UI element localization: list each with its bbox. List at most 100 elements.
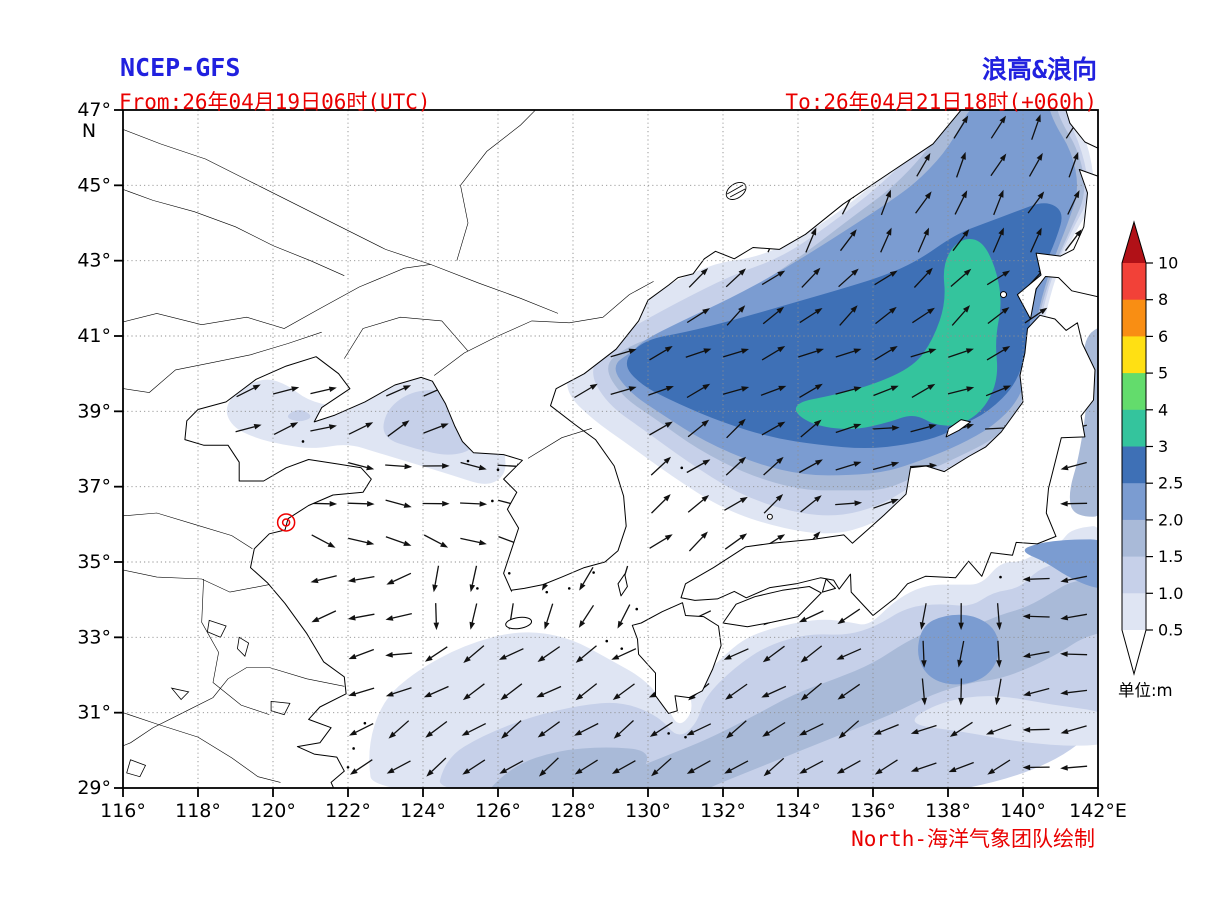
land-awaji — [821, 578, 836, 593]
lake — [270, 700, 291, 716]
colorbar-tick-label: 1.0 — [1158, 584, 1183, 603]
lat-tick-label: 35° — [77, 551, 111, 573]
grid-lines — [123, 110, 1098, 788]
small-island — [605, 639, 609, 643]
small-island — [592, 571, 595, 574]
lon-tick-label: 136° — [850, 800, 896, 822]
colorbar-band — [1122, 519, 1146, 558]
colorbar-over-arrow — [1122, 222, 1146, 263]
lat-tick-label: 37° — [77, 476, 111, 498]
small-island — [507, 572, 511, 575]
lon-tick-label: 126° — [475, 800, 521, 822]
location-marker — [276, 513, 296, 532]
small-island — [301, 440, 305, 443]
lat-tick-label: 43° — [77, 250, 111, 272]
product-label: 浪高&浪向 — [981, 55, 1097, 84]
lon-tick-label: 132° — [700, 800, 746, 822]
wave-contour-pacific-ne-2.0-2.5 — [1024, 539, 1098, 588]
lon-tick-label: 122° — [325, 800, 371, 822]
land-sakhalin — [1065, 110, 1098, 149]
small-island — [684, 735, 687, 739]
colorbar-band — [1122, 483, 1146, 521]
lat-tick-label: 33° — [77, 626, 111, 648]
colorbar-tick-label: 6 — [1158, 327, 1168, 346]
colorbar-tick-label: 0.5 — [1158, 621, 1183, 640]
land-tsushima — [617, 573, 628, 597]
wave-contour-pacific-blob-2.0-2.5 — [918, 614, 999, 685]
small-island — [567, 587, 571, 590]
land-honshu — [680, 314, 1096, 616]
colorbar-tick-label: 1.5 — [1158, 547, 1183, 566]
land-shikoku — [722, 586, 822, 628]
lake — [170, 687, 190, 701]
small-island — [999, 575, 1002, 579]
colorbar-tick-label: 2.5 — [1158, 474, 1183, 493]
land-oki — [766, 513, 773, 520]
credit-label: North-海洋气象团队绘制 — [851, 827, 1095, 851]
small-island — [346, 765, 350, 769]
valid-to-label: To:26年04月21日18时(+060h) — [785, 90, 1097, 114]
colorbar-band — [1122, 299, 1146, 337]
colorbar-band — [1122, 446, 1146, 484]
small-island — [667, 732, 670, 735]
wave-contour-bohai-1.0-1.5 — [288, 409, 311, 422]
lon-tick-label: 118° — [175, 800, 221, 822]
small-island — [363, 721, 367, 725]
wave-contour-ecs-south-1.5-2.0 — [491, 747, 648, 788]
land-kyushu — [631, 602, 722, 714]
lake — [126, 759, 147, 778]
lon-tick-label: 120° — [250, 800, 296, 822]
valid-from-label: From:26年04月19日06时(UTC) — [119, 90, 431, 114]
colorbar: 10 8 6 5 4 3 2.5 2.0 1.5 1.0 0.5 单位:m — [1118, 220, 1183, 700]
map-frame — [122, 109, 1099, 789]
wave-contour-pacific-1.0-1.5 — [439, 548, 1098, 788]
model-label: NCEP-GFS — [120, 53, 241, 82]
colorbar-band — [1122, 409, 1146, 447]
small-island — [496, 468, 500, 472]
small-island — [680, 466, 684, 470]
small-island — [545, 590, 549, 594]
lake — [236, 636, 250, 657]
colorbar-tick-label: 5 — [1158, 364, 1168, 383]
colorbar-band — [1122, 336, 1146, 374]
small-island — [476, 587, 479, 590]
lat-tick-label: 47° — [77, 99, 111, 121]
small-island — [352, 747, 355, 750]
coastlines — [123, 110, 1098, 788]
wave-contour-japan-sea-3.0-4.0 — [795, 238, 1001, 429]
colorbar-tick-label: 8 — [1158, 290, 1168, 309]
lat-hemisphere-label: N — [82, 120, 96, 142]
wave-contour-pacific-wedge-0.5-1.0 — [914, 696, 1098, 746]
lon-tick-label: 124° — [400, 800, 446, 822]
colorbar-under-arrow — [1122, 630, 1146, 674]
colorbar-tick-label: 2.0 — [1158, 510, 1183, 529]
small-island — [620, 647, 624, 650]
colorbar-unit-label: 单位:m — [1118, 681, 1173, 700]
colorbar-band — [1122, 373, 1146, 411]
lon-tick-label: 130° — [625, 800, 671, 822]
colorbar-tick-label: 10 — [1158, 254, 1178, 273]
land-okushiri — [1000, 291, 1007, 299]
lon-tick-label: 140° — [1000, 800, 1046, 822]
lat-tick-label: 31° — [77, 702, 111, 724]
lat-tick-label: 39° — [77, 400, 111, 422]
lon-tick-label: 134° — [775, 800, 821, 822]
lon-tick-label: 138° — [925, 800, 971, 822]
small-island — [466, 459, 470, 463]
land-hokkaido — [1016, 169, 1098, 320]
lat-tick-label: 29° — [77, 777, 111, 799]
small-island — [491, 499, 494, 503]
colorbar-tick-label: 3 — [1158, 437, 1168, 456]
lon-tick-label: 128° — [550, 800, 596, 822]
land-continental-asia — [123, 110, 962, 788]
land-jeju — [505, 616, 533, 630]
colorbar-band — [1122, 263, 1146, 301]
colorbar-band — [1122, 556, 1146, 594]
lat-tick-label: 41° — [77, 325, 111, 347]
axis-labels: 116° 118° 120° 122° 124° 126° 128° 130° 132° 134°… — [77, 99, 1127, 822]
colorbar-band — [1122, 593, 1146, 631]
small-island — [635, 607, 639, 611]
lon-tick-label: 142°E — [1069, 800, 1127, 822]
